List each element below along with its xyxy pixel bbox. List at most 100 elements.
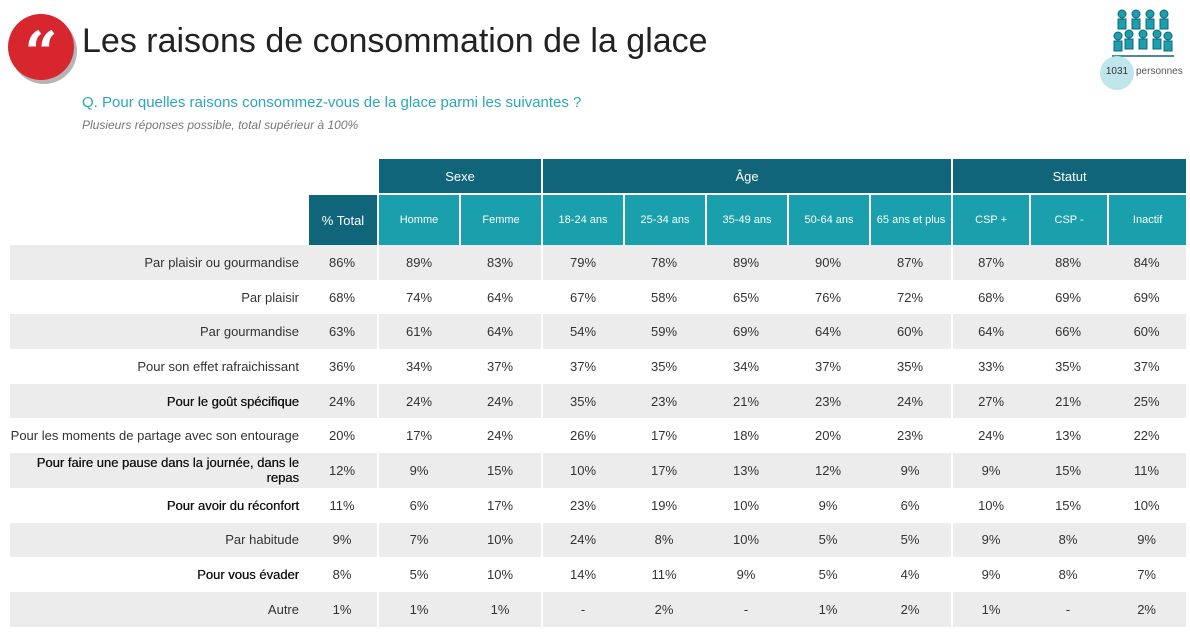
table-row: Pour son effet rafraichissant 36% 34% 37% 37… — [10, 349, 1186, 384]
survey-note: Plusieurs réponses possible, total supér… — [82, 118, 359, 132]
table-row: Par plaisir ou gourmandise 86% 89% 83% 79% 78… — [10, 245, 1187, 280]
value-cell: 5% — [818, 567, 838, 583]
table-row: Pour le goût spécifique 24% 24% 24% 35% 23% 21… — [10, 383, 1187, 419]
value-cell: 26% — [541, 418, 623, 454]
value-cell: 17% — [623, 453, 706, 488]
value-cell: 37% — [541, 349, 623, 384]
value-cell: 60% — [1107, 314, 1187, 350]
value-cell: 35% — [541, 383, 624, 419]
row-label: Pour le goût spécifique — [10, 383, 307, 419]
value-cell: 23% — [623, 383, 706, 419]
row-label: Pour vous évader — [197, 567, 299, 583]
column-header: 50-64 ans — [787, 193, 870, 245]
value-cell: 76% — [815, 289, 842, 305]
sample-label: personnes — [1136, 66, 1183, 77]
row-label: Autre — [10, 591, 307, 627]
value-cell: 24% — [377, 383, 459, 419]
value-cell: 27% — [951, 383, 1030, 419]
value-cell: 10% — [733, 497, 760, 513]
group-sexe: Sexe — [377, 159, 542, 193]
table-row: Par plaisir 68% 74% 64% 67% 58% 65% 76% 72% 68% 69… — [10, 279, 1186, 315]
column-header: 65 ans et plus — [869, 193, 952, 245]
value-cell: 1% — [459, 591, 542, 627]
value-cell: 21% — [705, 383, 788, 419]
value-cell: 5% — [377, 557, 459, 592]
value-cell: 22% — [1133, 428, 1160, 444]
table-row: Pour avoir du réconfort 11% 6% 17% 23% 19% 10%… — [10, 487, 1186, 523]
value-cell: 20% — [815, 428, 842, 444]
value-cell: 24% — [869, 383, 952, 419]
value-cell: 8% — [1058, 567, 1078, 583]
row-label: Pour faire une pause dans la journée, da… — [10, 453, 307, 488]
value-cell: 7% — [377, 522, 459, 558]
value-cell: 34% — [733, 358, 760, 374]
row-label: Par plaisir ou gourmandise — [10, 245, 307, 280]
value-cell: 1% — [377, 591, 459, 627]
value-cell: 11% — [1107, 453, 1187, 488]
value-cell: 9% — [869, 453, 952, 488]
value-cell: 10% — [705, 522, 788, 558]
row-label: Pour son effet rafraichissant — [137, 358, 299, 374]
value-cell: 34% — [377, 349, 459, 384]
column-header: Inactif — [1107, 193, 1187, 245]
value-cell: 9% — [736, 567, 756, 583]
value-cell: 19% — [651, 497, 678, 513]
value-cell: 88% — [1029, 245, 1108, 280]
value-cell: 15% — [1029, 453, 1108, 488]
row-label: Pour avoir du réconfort — [166, 497, 299, 513]
value-cell: 18% — [733, 428, 760, 444]
value-cell: 66% — [1029, 314, 1108, 350]
value-cell: 72% — [897, 289, 924, 305]
column-header: 35-49 ans — [705, 193, 788, 245]
value-cell: - — [705, 591, 788, 627]
value-cell: - — [541, 591, 624, 627]
table-row: Pour les moments de partage avec son ent… — [10, 418, 1186, 454]
value-cell: 10% — [951, 487, 1029, 523]
sample-count: 1031 — [1105, 66, 1129, 77]
table-row: Par habitude 9% 7% 10% 24% 8% 10% 5% 5% 9% 8% 9% — [10, 522, 1187, 558]
value-cell: 7% — [1137, 567, 1156, 583]
value-cell: 24% — [951, 418, 1029, 454]
value-cell: 9% — [1107, 522, 1187, 558]
value-cell: 69% — [705, 314, 788, 350]
value-cell: 15% — [1055, 497, 1082, 513]
group-header-row: Sexe Âge Statut — [10, 159, 1187, 193]
value-cell: 87% — [869, 245, 952, 280]
column-header-row: % Total Homme Femme 18-24 ans 25-34 ans … — [10, 193, 1187, 245]
value-cell: 21% — [1029, 383, 1108, 419]
value-cell: 67% — [541, 279, 623, 315]
total-cell: 1% — [307, 591, 377, 627]
total-cell: 8% — [332, 567, 352, 583]
table-row: Par gourmandise 63% 61% 64% 54% 59% 69% 64% 60% 6… — [10, 314, 1187, 350]
total-cell: 36% — [328, 358, 356, 374]
results-table: Sexe Âge Statut % Total Homme Femme 18-2… — [10, 159, 1187, 627]
column-header: Homme — [377, 193, 459, 245]
value-cell: 89% — [705, 245, 788, 280]
value-cell: 24% — [541, 522, 624, 558]
value-cell: 9% — [818, 497, 838, 513]
value-cell: 9% — [377, 453, 459, 488]
row-label: Par gourmandise — [10, 314, 307, 350]
value-cell: 1% — [951, 591, 1030, 627]
value-cell: 74% — [377, 279, 459, 315]
value-cell: 2% — [869, 591, 952, 627]
value-cell: 64% — [787, 314, 870, 350]
value-cell: 11% — [651, 567, 677, 583]
group-age: Âge — [541, 159, 952, 193]
value-cell: 2% — [1107, 591, 1187, 627]
value-cell: 69% — [1133, 289, 1160, 305]
value-cell: 8% — [623, 522, 706, 558]
value-cell: 37% — [486, 358, 514, 374]
table-row: Pour vous évader 8% 5% 10% 14% 11% 9% 5% 4% 9% 8% 7… — [10, 557, 1186, 592]
value-cell: 58% — [651, 289, 678, 305]
value-cell: 14% — [541, 557, 623, 592]
value-cell: 5% — [787, 522, 870, 558]
value-cell: 60% — [869, 314, 952, 350]
column-header: 18-24 ans — [541, 193, 624, 245]
value-cell: 9% — [951, 522, 1030, 558]
total-cell: 68% — [328, 289, 356, 305]
value-cell: 54% — [541, 314, 624, 350]
value-cell: 9% — [951, 557, 1029, 592]
value-cell: 83% — [459, 245, 542, 280]
value-cell: 69% — [1055, 289, 1082, 305]
